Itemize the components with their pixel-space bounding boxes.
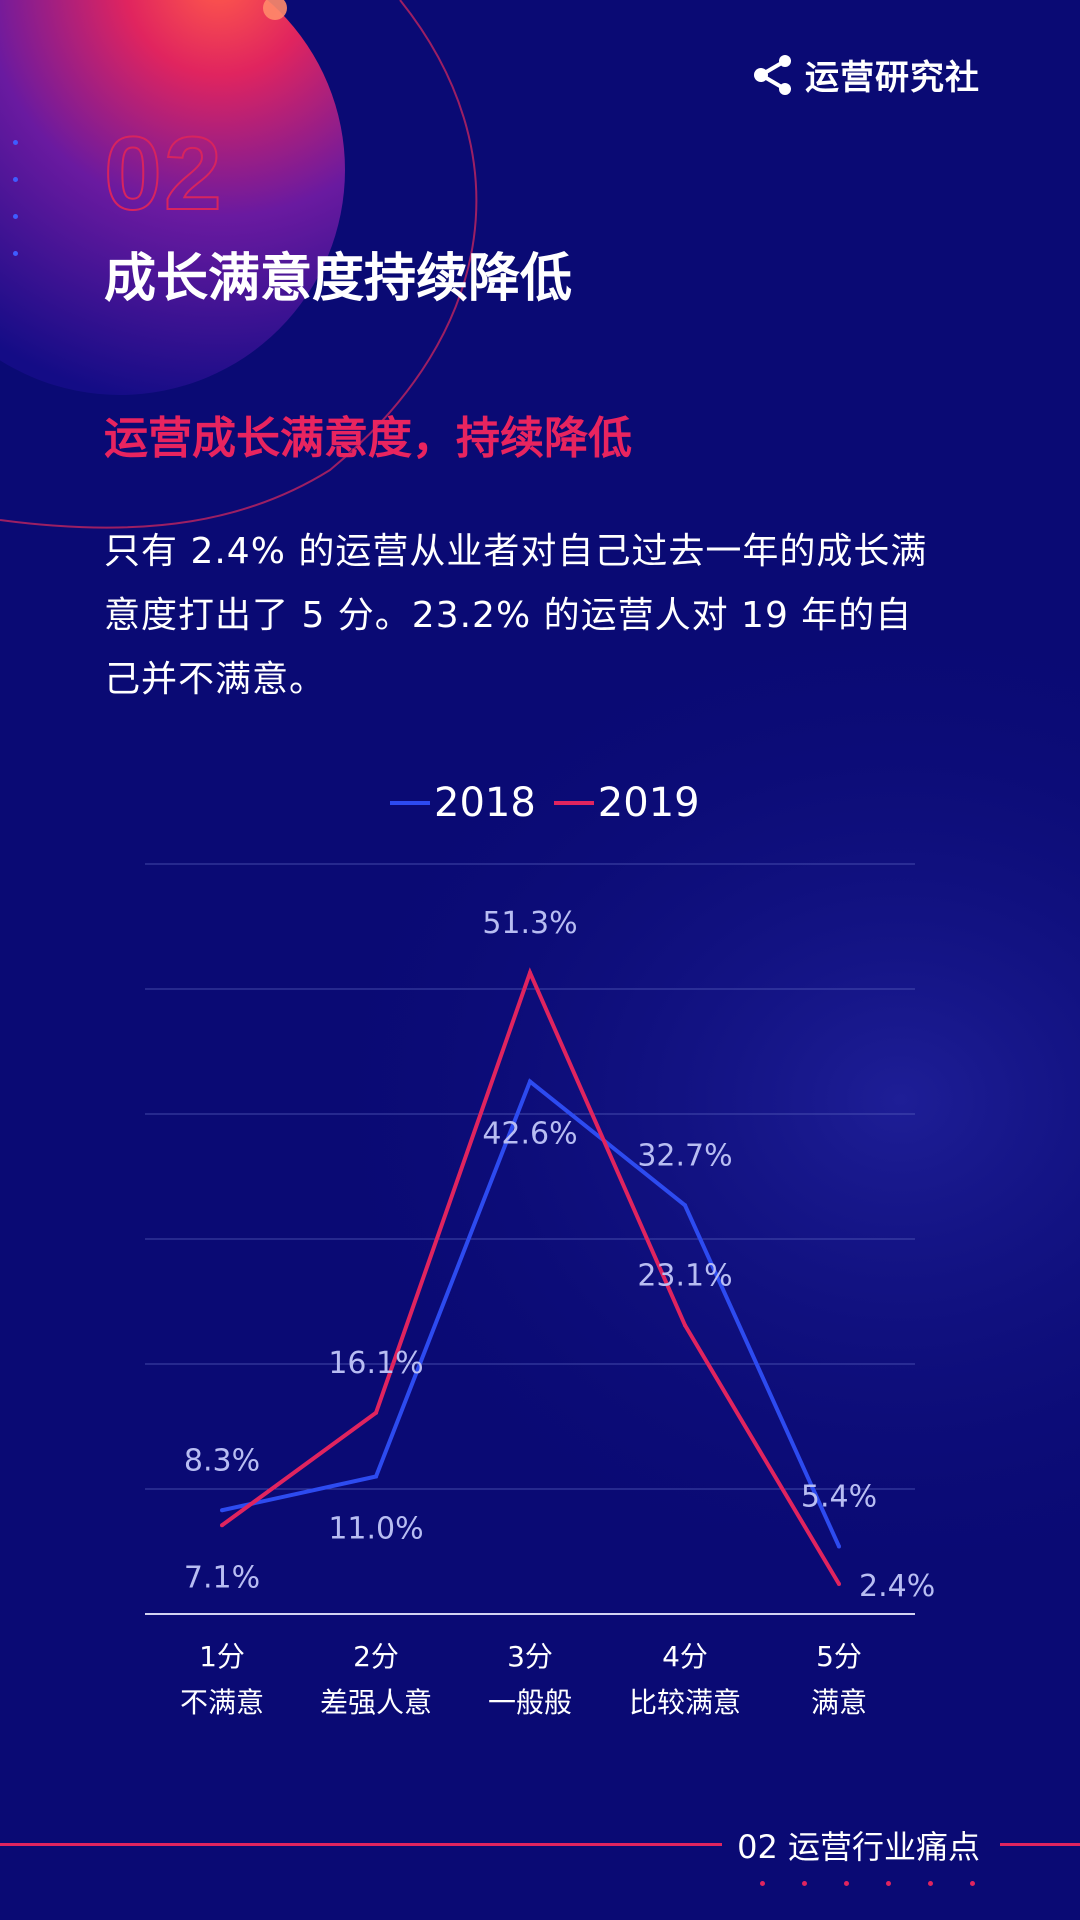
data-point-2019 bbox=[528, 970, 532, 975]
x-tick-label: 4分 bbox=[662, 1640, 708, 1673]
x-tick-label: 不满意 bbox=[180, 1686, 264, 1719]
data-point-2018 bbox=[374, 1474, 378, 1479]
summary-line: 己并不满意。 bbox=[104, 659, 327, 700]
data-label-2018: 5.4% bbox=[801, 1480, 877, 1515]
legend-item-2019: 2019 bbox=[553, 780, 700, 826]
page-subtitle: 运营成长满意度，持续降低 bbox=[104, 413, 632, 464]
data-point-2019 bbox=[220, 1523, 224, 1528]
x-tick-label: 差强人意 bbox=[320, 1686, 432, 1719]
x-tick-label: 一般般 bbox=[488, 1686, 572, 1719]
x-tick-label: 5分 bbox=[816, 1640, 862, 1673]
data-point-2019 bbox=[837, 1582, 841, 1586]
data-label-2019: 51.3% bbox=[482, 906, 577, 941]
data-label-2019: 23.1% bbox=[637, 1258, 732, 1293]
brand-name: 运营研究社 bbox=[805, 58, 980, 98]
data-label-2019: 16.1% bbox=[328, 1346, 423, 1381]
footer-dots-decoration bbox=[760, 1881, 975, 1886]
chart-legend: 2018 2019 bbox=[390, 780, 718, 826]
summary-line: 意度打出了 5 分。23.2% 的运营人对 19 年的自 bbox=[104, 595, 913, 636]
data-point-2019 bbox=[683, 1323, 687, 1328]
data-label-2018: 42.6% bbox=[482, 1117, 577, 1152]
data-point-2018 bbox=[837, 1544, 841, 1549]
x-tick-label: 2分 bbox=[353, 1640, 399, 1673]
series-line-2019 bbox=[220, 967, 841, 1586]
legend-swatch-2018 bbox=[390, 801, 430, 805]
legend-swatch-2019 bbox=[553, 801, 594, 805]
legend-label-2018: 2018 bbox=[434, 780, 536, 826]
x-tick-label: 比较满意 bbox=[629, 1686, 741, 1719]
data-label-2018: 11.0% bbox=[328, 1512, 423, 1547]
summary-line: 只有 2.4% 的运营从业者对自己过去一年的成长满 bbox=[104, 531, 928, 572]
footer-label: 02 运营行业痛点 bbox=[737, 1828, 980, 1866]
brand-logo: 运营研究社 bbox=[749, 50, 980, 99]
data-point-2018 bbox=[220, 1508, 224, 1513]
summary-paragraph: 只有 2.4% 的运营从业者对自己过去一年的成长满 意度打出了 5 分。23.2… bbox=[104, 520, 984, 712]
x-tick-label: 3分 bbox=[507, 1640, 553, 1673]
footer-divider bbox=[1000, 1843, 1080, 1846]
data-label-2019: 2.4% bbox=[859, 1569, 935, 1604]
data-label-2019: 7.1% bbox=[184, 1560, 260, 1595]
side-dots-decoration bbox=[13, 140, 19, 288]
x-tick-label: 1分 bbox=[199, 1640, 245, 1673]
section-number: 02 bbox=[103, 116, 224, 232]
share-icon bbox=[754, 54, 791, 95]
legend-item-2018: 2018 bbox=[390, 780, 536, 826]
x-tick-label: 满意 bbox=[811, 1686, 867, 1719]
footer-divider bbox=[0, 1843, 722, 1846]
data-point-2018 bbox=[528, 1079, 532, 1084]
data-label-2018: 32.7% bbox=[637, 1138, 732, 1173]
data-point-2018 bbox=[683, 1203, 687, 1208]
page-title: 成长满意度持续降低 bbox=[104, 249, 573, 309]
data-label-2018: 8.3% bbox=[184, 1443, 260, 1478]
legend-label-2019: 2019 bbox=[597, 780, 700, 826]
data-point-2019 bbox=[374, 1410, 378, 1415]
